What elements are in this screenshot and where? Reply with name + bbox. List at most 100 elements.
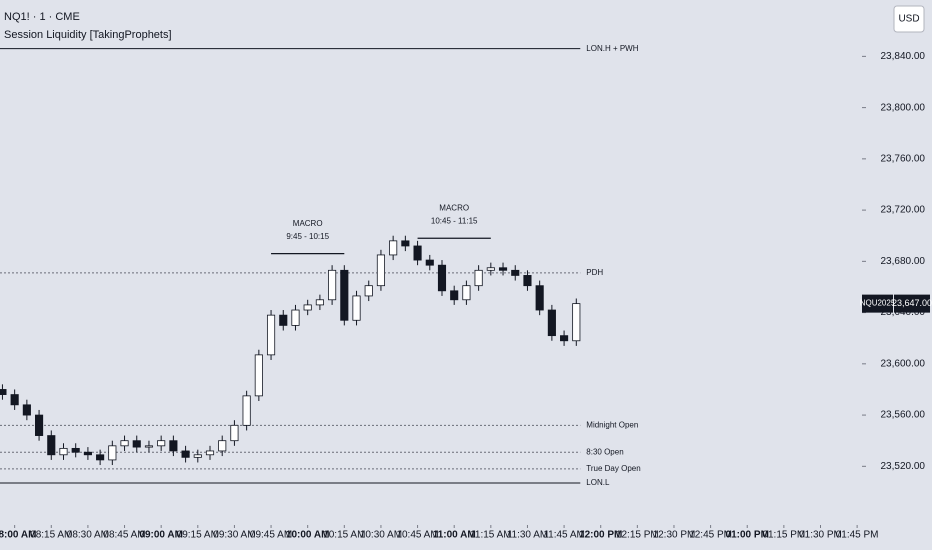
symbol-tag [862,294,893,313]
candle-body [376,254,386,287]
candle-body [47,435,56,456]
x-tick-label: 08:45 AM [103,530,145,541]
y-tick-label: 23,560.00 [881,410,926,421]
candle-body [437,264,447,292]
x-tick-label: 09:45 AM [250,530,292,541]
candle-body [218,440,227,452]
currency-label: USD [898,14,919,25]
symbol: NQ1! · 1 · CME [4,11,80,23]
price-tag-label: 23,647.00 [892,298,932,308]
x-tick-label: 01:30 PM [799,530,842,541]
x-tick-label: 10:45 AM [396,530,438,541]
price-tag [894,294,930,313]
x-tick-label: 12:45 PM [689,530,732,541]
level-label: Midnight Open [586,420,638,429]
level-label: PDH [586,268,603,277]
x-tick-label: 11:30 AM [507,530,549,541]
candle-body [205,450,215,456]
candle-body [35,414,44,436]
x-tick-label: 12:00 PM [579,530,622,541]
x-tick-label: 08:15 AM [30,530,72,541]
x-tick-label: 12:15 PM [616,530,659,541]
x-tick-label: 11:15 AM [470,530,512,541]
y-tick-label: 23,760.00 [881,153,926,164]
x-tick-label: 08:00 AM [0,530,36,541]
x-tick-label: 01:15 PM [762,530,805,541]
x-tick-label: 11:00 AM [433,530,476,541]
candle-body [279,314,288,326]
candle-body [328,269,337,301]
candle-body [169,440,178,452]
macro-time: 9:45 - 10:15 [286,232,329,241]
candle-body [291,309,300,326]
candle-body [511,269,520,276]
candle-body [96,454,105,461]
indicator-name: Session Liquidity [TakingProphets] [4,29,172,41]
x-tick-label: 09:00 AM [139,530,183,541]
candle-body [144,445,154,448]
level-label: 8:30 Open [586,447,623,456]
symbol-tag-label: NQU2025 [860,299,896,308]
x-tick-label: 10:00 AM [286,530,330,541]
candle-body [193,454,202,458]
candle-body [572,303,581,342]
candle-body [389,240,398,256]
candle-body [462,285,471,301]
candle-body [413,245,422,261]
candle-body [303,304,312,311]
candle-body [71,447,80,453]
candle-body [132,440,141,448]
candle-body [22,404,31,416]
candle-body [425,259,434,266]
candle-body [547,309,556,337]
y-tick-label: 23,640.00 [881,307,926,318]
candle-body [340,269,349,321]
macro-title: MACRO [293,219,323,228]
candle-body [254,354,263,397]
y-tick-label: 23,520.00 [881,461,926,472]
candle-body [83,451,92,456]
candle-body [120,440,129,447]
candle-body [108,445,117,461]
candle-body [474,269,483,287]
x-tick-label: 10:15 AM [323,530,365,541]
candle-body [364,285,373,297]
x-tick-label: 10:30 AM [360,530,402,541]
candle-body [498,267,508,271]
currency-button[interactable] [893,5,925,33]
x-tick-label: 09:15 AM [177,530,219,541]
y-tick-label: 23,720.00 [881,205,926,216]
candle-body [523,275,532,287]
macro-time: 10:45 - 11:15 [431,216,478,225]
x-tick-label: 01:00 PM [726,530,769,541]
candle-body [181,450,190,458]
x-tick-label: 11:45 AM [543,530,585,541]
y-tick-label: 23,680.00 [881,256,926,267]
candle-body [401,240,410,247]
candle-body [242,395,251,426]
x-tick-label: 08:30 AM [67,530,109,541]
x-tick-label: 09:30 AM [213,530,255,541]
candle-body [157,440,166,447]
x-tick-label: 12:30 PM [653,530,696,541]
candle-body [10,394,19,406]
macro-title: MACRO [439,203,469,212]
candle-body [352,295,361,321]
level-label: LON.L [586,478,610,487]
x-tick-label: 01:45 PM [836,530,879,541]
y-tick-label: 23,600.00 [881,358,926,369]
candle-body [0,389,7,395]
candle-body [266,314,276,356]
candle-body [230,424,239,442]
y-tick-label: 23,800.00 [881,102,926,113]
candle-body [486,267,495,271]
candle-body [535,285,544,311]
y-tick-label: 23,840.00 [881,51,926,62]
level-label: True Day Open [586,464,640,473]
candle-body [560,335,569,342]
candle-body [59,447,68,456]
level-label: LON.H + PWH [586,44,638,53]
candle-body [315,299,324,306]
